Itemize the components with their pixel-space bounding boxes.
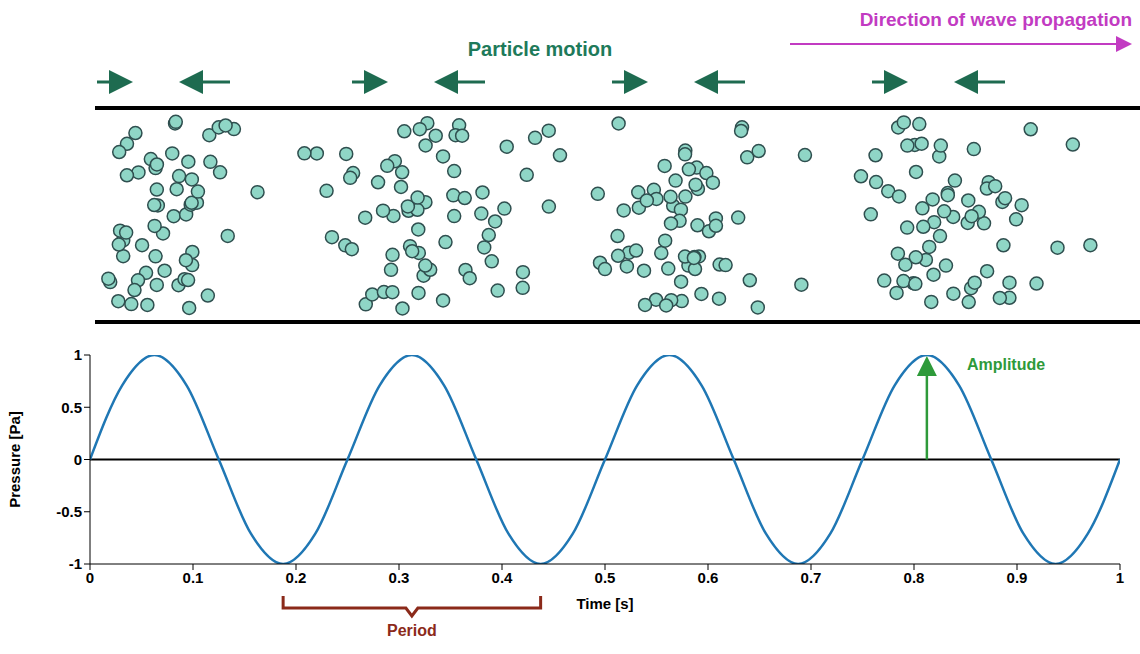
svg-text:0.2: 0.2: [286, 569, 307, 586]
svg-text:0.1: 0.1: [183, 569, 204, 586]
svg-text:0: 0: [74, 451, 82, 468]
svg-text:0.3: 0.3: [389, 569, 410, 586]
svg-text:0.5: 0.5: [61, 399, 82, 416]
svg-text:0.8: 0.8: [904, 569, 925, 586]
svg-text:Particle motion: Particle motion: [468, 38, 612, 60]
svg-text:-0.5: -0.5: [56, 503, 82, 520]
svg-text:0.7: 0.7: [801, 569, 822, 586]
svg-text:0.9: 0.9: [1007, 569, 1028, 586]
svg-text:Direction of wave propagation: Direction of wave propagation: [860, 9, 1132, 30]
svg-text:Time [s]: Time [s]: [576, 595, 633, 612]
svg-text:Period: Period: [387, 622, 437, 639]
svg-text:-1: -1: [69, 555, 82, 572]
svg-text:Pressure [Pa]: Pressure [Pa]: [6, 411, 23, 508]
svg-text:0.4: 0.4: [492, 569, 514, 586]
svg-text:1: 1: [1116, 569, 1124, 586]
svg-text:1: 1: [74, 346, 82, 363]
svg-text:0.5: 0.5: [595, 569, 616, 586]
svg-text:0: 0: [86, 569, 94, 586]
svg-text:Amplitude: Amplitude: [967, 356, 1045, 373]
svg-text:0.6: 0.6: [698, 569, 719, 586]
